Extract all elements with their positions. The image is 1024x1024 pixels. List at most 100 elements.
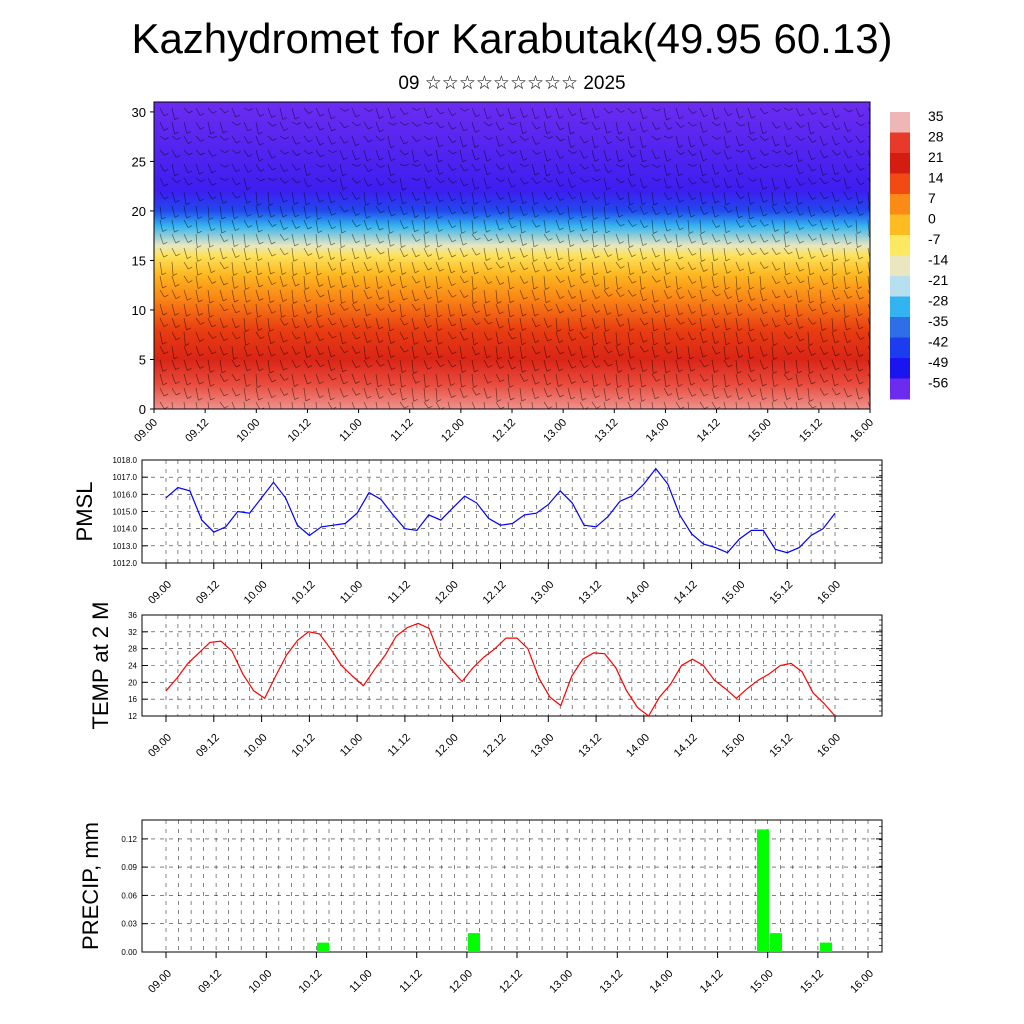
wind-barb-flag	[199, 339, 204, 342]
wind-barb-flag	[524, 164, 529, 167]
wind-barb-flag	[188, 110, 193, 114]
wind-barb	[831, 401, 835, 409]
wind-barb-flag	[511, 184, 516, 188]
wind-barb-flag	[857, 245, 862, 248]
wind-barb	[843, 149, 849, 159]
wind-barb-flag	[331, 268, 337, 271]
wind-barb-flag	[305, 398, 310, 402]
wind-barb-flag	[823, 339, 828, 343]
wind-barb	[603, 191, 607, 206]
wind-barb-flag	[582, 200, 588, 204]
wind-barb-flag	[536, 126, 541, 130]
wind-barb-flag	[270, 271, 275, 275]
wind-barb	[195, 233, 198, 248]
wind-barb-flag	[823, 379, 829, 383]
wind-barb-flag	[463, 254, 468, 258]
wind-barb	[207, 345, 213, 354]
wind-barb	[627, 345, 631, 359]
wind-barb-flag	[582, 257, 587, 261]
wind-barb-flag	[260, 168, 265, 172]
wind-barb-flag	[700, 231, 706, 234]
wind-barb	[243, 121, 249, 132]
wind-barb-flag	[716, 123, 721, 127]
wind-barb	[795, 317, 800, 329]
x-tick-label: 15.12	[767, 732, 795, 760]
wind-barb-flag	[391, 283, 396, 287]
wind-barb-flag	[377, 202, 383, 206]
x-tick-label: 10.00	[242, 579, 270, 607]
wind-barb-flag	[570, 413, 574, 415]
wind-barb	[555, 289, 561, 299]
wind-barb-flag	[836, 392, 841, 396]
wind-barb	[783, 149, 789, 155]
wind-barb-flag	[331, 141, 337, 145]
wind-barb	[507, 191, 512, 203]
wind-barb-flag	[271, 353, 276, 357]
wind-barb	[375, 373, 379, 387]
wind-barb-flag	[163, 113, 169, 117]
wind-barb-flag	[461, 231, 466, 234]
wind-barb	[159, 331, 163, 345]
wind-barb	[339, 303, 345, 311]
wind-barb-flag	[284, 180, 289, 184]
wind-barb	[555, 177, 561, 187]
wind-barb	[567, 289, 573, 299]
wind-barb	[615, 247, 619, 261]
wind-barb	[819, 401, 823, 409]
wind-barb	[663, 289, 669, 299]
wind-barb-flag	[463, 295, 469, 298]
wind-barb-flag	[750, 131, 755, 135]
wind-barb-flag	[440, 407, 445, 409]
wind-barb-flag	[187, 240, 193, 243]
wind-barb-flag	[355, 381, 360, 384]
wind-barb-flag	[209, 244, 214, 248]
wind-barb-flag	[632, 110, 637, 114]
wind-barb-flag	[283, 367, 288, 371]
wind-barb	[831, 303, 837, 312]
wind-barb-flag	[702, 299, 707, 302]
wind-barb	[255, 303, 258, 318]
wind-barb-flag	[476, 392, 481, 396]
wind-barb	[831, 205, 836, 217]
wind-barb	[495, 387, 498, 402]
wind-barb	[315, 289, 321, 298]
wind-barb	[735, 149, 741, 153]
wind-barb	[651, 121, 657, 130]
wind-barb-flag	[174, 214, 180, 218]
wind-barb	[675, 359, 680, 372]
wind-barb-flag	[859, 213, 864, 216]
wind-barb-flag	[788, 108, 793, 111]
wind-barb-flag	[716, 152, 721, 155]
wind-barb	[243, 107, 249, 111]
wind-barb	[231, 261, 234, 276]
wind-barb	[567, 359, 573, 369]
wind-barb	[579, 135, 585, 144]
wind-barb-flag	[548, 238, 553, 241]
wind-barb	[399, 107, 405, 115]
x-tick-label: 09.12	[196, 968, 224, 996]
wind-barb	[759, 163, 765, 169]
wind-barb	[603, 247, 609, 257]
wind-barb	[375, 247, 381, 255]
wind-barb	[339, 177, 344, 190]
wind-barb	[423, 163, 429, 173]
wind-barb-flag	[269, 370, 274, 374]
wind-barb	[339, 121, 345, 129]
wind-barb-flag	[282, 299, 288, 302]
wind-barb-flag	[380, 165, 385, 168]
wind-barb	[495, 177, 501, 182]
wind-barb-flag	[666, 228, 672, 232]
wind-barb	[267, 191, 270, 206]
wind-barb-flag	[174, 117, 179, 121]
wind-barb-flag	[416, 107, 421, 111]
wind-barb-flag	[389, 231, 394, 234]
wind-barb	[219, 303, 225, 311]
wind-barb-flag	[702, 158, 708, 162]
wind-barb-flag	[798, 314, 803, 317]
wind-barb	[567, 135, 572, 148]
wind-barb-flag	[259, 353, 264, 357]
wind-barb	[627, 219, 633, 227]
wind-barb	[591, 317, 596, 329]
wind-barb-flag	[391, 158, 396, 162]
wind-barb	[411, 401, 414, 409]
